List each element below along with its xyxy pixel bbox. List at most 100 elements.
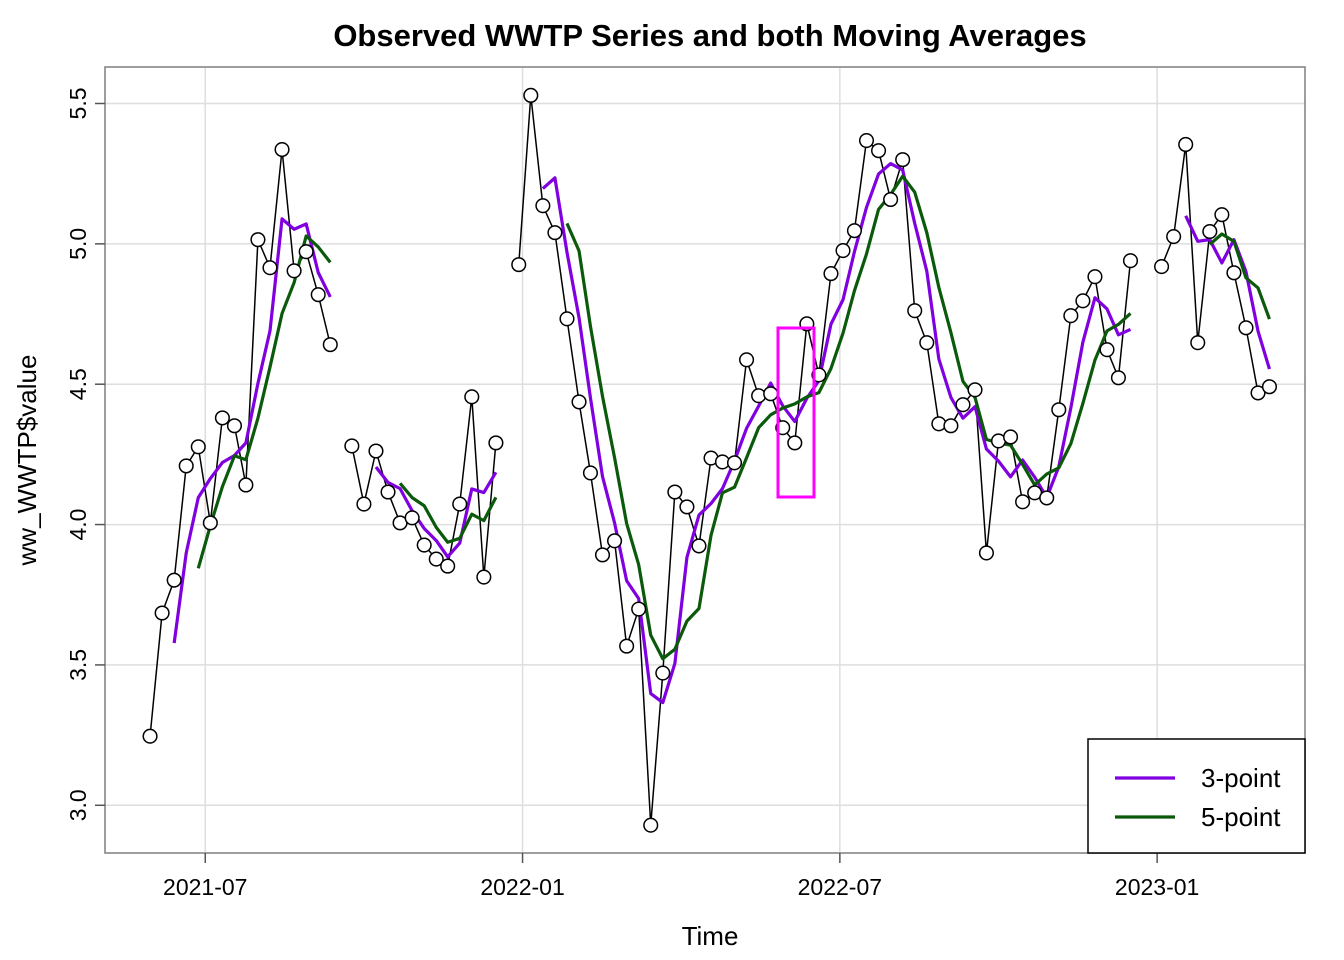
observed-point — [1178, 136, 1194, 153]
observed-point — [310, 287, 326, 303]
x-tick-label: 2023-01 — [1115, 874, 1199, 900]
observed-point — [416, 537, 432, 553]
observed-point — [440, 558, 456, 574]
observed-point — [943, 418, 959, 434]
observed-point — [142, 728, 158, 744]
observed-point — [667, 484, 683, 500]
observed-point — [523, 87, 539, 103]
observed-point — [931, 416, 947, 432]
observed-point — [511, 257, 527, 273]
observed-point — [895, 152, 911, 168]
observed-point — [631, 601, 647, 617]
observed-point — [655, 665, 671, 681]
observed-point — [907, 303, 923, 319]
observed-point — [1250, 385, 1266, 401]
y-tick-label: 3.5 — [65, 649, 91, 681]
observed-point — [1110, 370, 1126, 386]
y-tick-label: 5.0 — [65, 228, 91, 260]
observed-point — [726, 455, 743, 471]
observed-point — [883, 191, 899, 208]
observed-point — [1238, 320, 1254, 336]
observed-point — [955, 397, 971, 413]
observed-point — [238, 477, 254, 493]
observed-point — [679, 499, 695, 515]
observed-point — [190, 439, 206, 455]
observed-point — [250, 232, 266, 248]
observed-point — [178, 458, 194, 474]
observed-point — [1226, 265, 1242, 281]
y-tick-label: 5.5 — [65, 88, 91, 120]
observed-point — [811, 367, 827, 383]
observed-point — [1015, 494, 1031, 510]
observed-point — [226, 418, 243, 434]
observed-point — [535, 198, 551, 214]
observed-point — [298, 244, 314, 260]
observed-point — [452, 496, 468, 512]
observed-point — [214, 410, 230, 426]
observed-point — [1202, 223, 1218, 240]
observed-point — [871, 143, 887, 159]
observed-point — [787, 435, 803, 451]
observed-point — [488, 435, 504, 451]
observed-point — [858, 132, 875, 149]
observed-point — [344, 438, 360, 454]
observed-point — [919, 335, 935, 351]
axes: 3.0 3.5 4.0 4.5 5.0 5.5 2021-07 2022-01 2022-07 2… — [65, 88, 1199, 900]
observed-point — [202, 515, 218, 531]
observed-point — [464, 389, 480, 405]
moving-average-line — [172, 161, 1271, 705]
observed-point — [739, 352, 755, 368]
observed-point — [1075, 293, 1091, 309]
observed-point — [356, 496, 372, 512]
y-tick-label: 3.0 — [65, 789, 91, 821]
observed-point — [1214, 207, 1230, 223]
observed-point — [286, 263, 302, 279]
observed-point — [1087, 269, 1103, 285]
observed-point — [154, 605, 170, 621]
observed-point — [846, 223, 862, 239]
observed-point — [607, 533, 623, 549]
observed-point — [274, 141, 290, 158]
observed-point — [1261, 379, 1278, 395]
observed-point — [547, 225, 563, 241]
observed-point — [166, 572, 182, 588]
observed-point — [404, 510, 420, 526]
observed-point — [571, 394, 587, 410]
observed-point — [594, 547, 611, 563]
legend-box — [1087, 738, 1306, 854]
observed-point — [380, 484, 396, 500]
observed-point — [967, 382, 983, 398]
highlight-box — [776, 326, 816, 499]
legend-label: 5-point — [1201, 802, 1281, 832]
observed-point — [823, 266, 839, 282]
observed-point — [1154, 259, 1170, 275]
x-axis-label: Time — [682, 921, 739, 951]
observed-point — [559, 311, 575, 327]
observed-point — [476, 569, 492, 585]
observed-point — [1063, 308, 1079, 324]
y-axis-label: ww_WWTP$value — [12, 355, 42, 567]
plot-frame — [104, 66, 1306, 854]
observed-point — [262, 260, 278, 276]
observed-point — [751, 388, 767, 404]
observed-point — [1039, 490, 1055, 506]
observed-point — [1003, 429, 1019, 445]
observed-point — [322, 337, 338, 353]
moving-average-line — [196, 174, 1271, 661]
plot-area — [142, 87, 1278, 833]
observed-point — [978, 545, 994, 561]
observed-point — [1099, 342, 1115, 358]
observed-point — [691, 538, 707, 554]
observed-point — [1190, 335, 1206, 351]
grid — [105, 67, 1305, 853]
y-tick-label: 4.5 — [65, 368, 91, 400]
observed-point — [1122, 253, 1139, 269]
y-tick-label: 4.0 — [65, 509, 91, 541]
observed-point — [763, 386, 779, 402]
x-tick-label: 2021-07 — [163, 874, 247, 900]
observed-point — [582, 465, 599, 481]
observed-point — [368, 443, 384, 459]
observed-point — [835, 243, 851, 259]
